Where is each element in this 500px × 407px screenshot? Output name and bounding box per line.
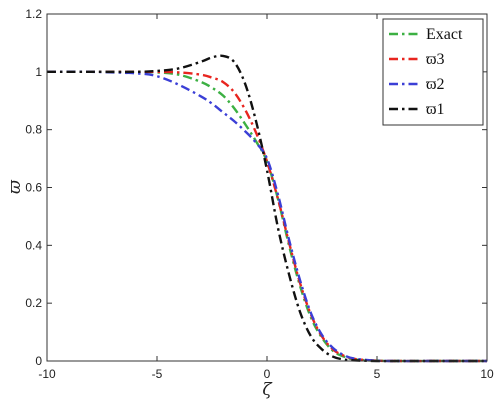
svg-text:ϖ: ϖ — [5, 179, 25, 194]
series-lines — [46, 54, 487, 363]
legend: Exact ϖ3 ϖ2 ϖ1 — [382, 18, 484, 126]
y-tick-label: 0.4 — [25, 238, 42, 252]
y-tick-label: 0 — [35, 354, 42, 368]
legend-label-1: ϖ3 — [426, 51, 445, 68]
y-axis-label: ϖ — [5, 179, 25, 194]
legend-label-0: Exact — [426, 26, 463, 43]
y-tick-label: 0.8 — [25, 123, 42, 137]
x-axis-label: ζ — [262, 380, 273, 400]
series-line-3 — [47, 54, 487, 363]
y-tick-label: 1 — [35, 65, 42, 79]
y-tick-label: 0.6 — [25, 181, 42, 195]
series-line-1 — [47, 70, 487, 363]
x-tick-label: 0 — [264, 367, 271, 381]
legend-label-3: ϖ1 — [426, 101, 445, 118]
series-line-2 — [46, 70, 487, 363]
legend-label-2: ϖ2 — [426, 76, 445, 93]
plot-frame — [46, 13, 488, 362]
y-tick-label: 0.2 — [25, 296, 42, 310]
x-tick-label: 5 — [374, 367, 381, 381]
x-tick-label: -10 — [38, 367, 56, 381]
x-tick-label: 10 — [480, 367, 494, 381]
legend-box — [382, 18, 484, 126]
y-tick-label: 1.2 — [25, 7, 42, 21]
y-axis-ticks: 0 0.2 0.4 0.6 0.8 1 1.2 — [25, 7, 487, 368]
x-tick-label: -5 — [152, 367, 163, 381]
